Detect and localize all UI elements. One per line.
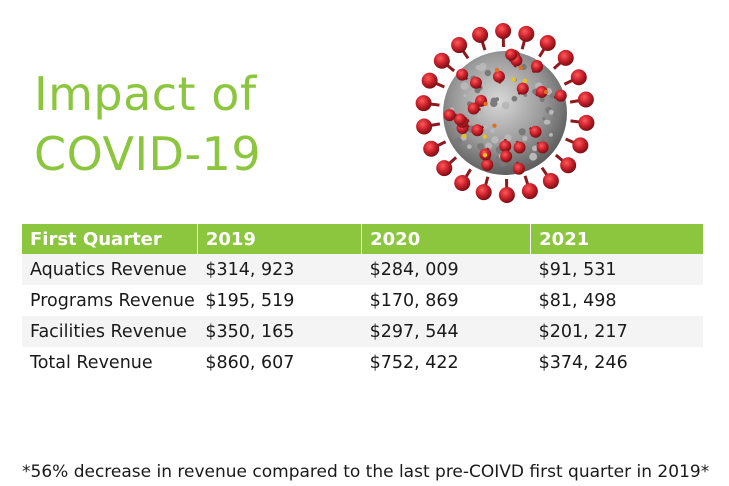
cell-2020: $284, 009 — [362, 254, 531, 285]
table-row: Aquatics Revenue $314, 923 $284, 009 $91… — [22, 254, 703, 285]
cell-2021: $91, 531 — [531, 254, 703, 285]
cell-2019: $195, 519 — [197, 285, 361, 316]
row-label: Programs Revenue — [22, 285, 197, 316]
row-label: Facilities Revenue — [22, 316, 197, 347]
cell-2020: $297, 544 — [362, 316, 531, 347]
table-header-row: First Quarter 2019 2020 2021 — [22, 224, 703, 254]
table-row: Programs Revenue $195, 519 $170, 869 $81… — [22, 285, 703, 316]
header-first-quarter: First Quarter — [22, 224, 197, 254]
row-label: Aquatics Revenue — [22, 254, 197, 285]
cell-2021: $201, 217 — [531, 316, 703, 347]
cell-2021: $81, 498 — [531, 285, 703, 316]
cell-2020: $752, 422 — [362, 347, 531, 378]
footnote: *56% decrease in revenue compared to the… — [22, 462, 722, 482]
header-2020: 2020 — [362, 224, 531, 254]
cell-2021: $374, 246 — [531, 347, 703, 378]
page-title: Impact of COVID-19 — [34, 64, 261, 184]
header-2019: 2019 — [197, 224, 361, 254]
table-row: Facilities Revenue $350, 165 $297, 544 $… — [22, 316, 703, 347]
cell-2019: $350, 165 — [197, 316, 361, 347]
table-row: Total Revenue $860, 607 $752, 422 $374, … — [22, 347, 703, 378]
cell-2020: $170, 869 — [362, 285, 531, 316]
cell-2019: $314, 923 — [197, 254, 361, 285]
header-2021: 2021 — [531, 224, 703, 254]
row-label: Total Revenue — [22, 347, 197, 378]
revenue-table: First Quarter 2019 2020 2021 Aquatics Re… — [22, 224, 703, 378]
title-line-2: COVID-19 — [34, 124, 261, 184]
cell-2019: $860, 607 — [197, 347, 361, 378]
title-line-1: Impact of — [34, 64, 261, 124]
coronavirus-icon — [405, 18, 605, 208]
